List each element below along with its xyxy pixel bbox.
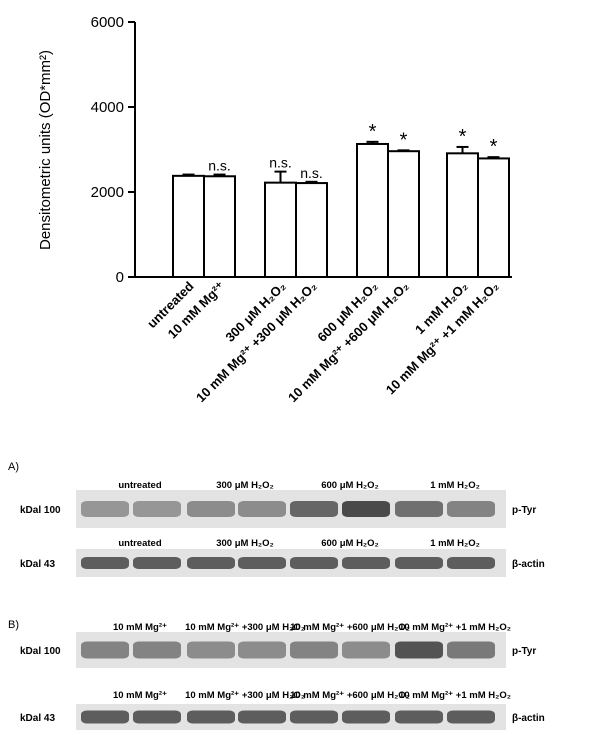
blot-band	[133, 710, 181, 724]
lane-header: 10 mM Mg²⁺ +300 μM H₂O₂	[185, 622, 305, 633]
blot-band	[187, 641, 235, 659]
significance-label: *	[400, 129, 408, 151]
blot-band	[81, 710, 129, 724]
blot-band	[81, 557, 129, 569]
kda-label: kDal 100	[20, 646, 61, 657]
lane-header: 10 mM Mg²⁺	[113, 622, 167, 633]
blot-band	[342, 557, 390, 569]
blot-band	[290, 641, 338, 659]
lane-header: untreated	[118, 538, 161, 549]
lane-header: 600 μM H₂O₂	[321, 480, 379, 491]
blot-band	[395, 557, 443, 569]
lane-header: 10 mM Mg²⁺ +1 mM H₂O₂	[399, 690, 511, 701]
blot-band	[238, 641, 286, 659]
bar-chart: Densitometric units (OD*mm²) 0 2000 4000 60…	[37, 14, 512, 405]
panel-label: B)	[8, 619, 19, 631]
blot-band	[447, 501, 495, 517]
blot-band	[395, 710, 443, 724]
blot-band	[342, 501, 390, 517]
blot-band	[133, 641, 181, 659]
y-tick-label: 6000	[91, 14, 124, 31]
lane-header: 10 mM Mg²⁺	[113, 690, 167, 701]
lane-header: 600 μM H₂O₂	[321, 538, 379, 549]
y-axis-label: Densitometric units (OD*mm²)	[37, 50, 54, 250]
blot-band	[290, 557, 338, 569]
blot-band	[133, 557, 181, 569]
significance-label: n.s.	[269, 155, 292, 171]
blot-band	[290, 710, 338, 724]
blot-band	[290, 501, 338, 517]
blot-band	[447, 557, 495, 569]
blot-band	[342, 641, 390, 659]
blot-band	[187, 501, 235, 517]
blot-band	[395, 501, 443, 517]
blot-band	[81, 501, 129, 517]
blot-name: β-actin	[512, 559, 545, 570]
significance-label: n.s.	[300, 165, 323, 181]
significance-label: *	[369, 121, 377, 143]
blot-band	[447, 641, 495, 659]
blot-name: p-Tyr	[512, 646, 536, 657]
blot-band	[395, 641, 443, 659]
bar	[172, 174, 205, 279]
blot-band	[238, 710, 286, 724]
lane-header: 10 mM Mg²⁺ +600 μM H₂O₂	[290, 622, 410, 633]
blot-band	[133, 501, 181, 517]
blot-name: p-Tyr	[512, 505, 536, 516]
bar	[446, 152, 479, 278]
blot-band	[238, 501, 286, 517]
blot-name: β-actin	[512, 713, 545, 724]
significance-label: n.s.	[208, 158, 231, 174]
blot-band	[187, 557, 235, 569]
lane-header: 1 mM H₂O₂	[430, 480, 480, 491]
blot-band	[81, 641, 129, 659]
blot-band	[238, 557, 286, 569]
blot-band	[447, 710, 495, 724]
bar	[477, 157, 510, 278]
bar	[295, 182, 328, 278]
lane-header: 10 mM Mg²⁺ +1 mM H₂O₂	[399, 622, 511, 633]
significance-label: *	[490, 136, 498, 158]
lane-header: 10 mM Mg²⁺ +600 μM H₂O₂	[290, 690, 410, 701]
significance-label: *	[459, 126, 467, 148]
blot-band	[342, 710, 390, 724]
kda-label: kDal 43	[20, 559, 55, 570]
y-tick-label: 2000	[91, 184, 124, 201]
kda-label: kDal 43	[20, 713, 55, 724]
blot-band	[187, 710, 235, 724]
bar	[203, 175, 236, 278]
lane-header: 300 μM H₂O₂	[216, 538, 274, 549]
bar	[356, 142, 389, 278]
bar	[387, 150, 420, 278]
bar	[264, 181, 297, 278]
lane-header: untreated	[118, 480, 161, 491]
y-tick-label: 0	[116, 269, 124, 286]
lane-header: 300 μM H₂O₂	[216, 480, 274, 491]
lane-header: 10 mM Mg²⁺ +300 μM H₂O₂	[185, 690, 305, 701]
kda-label: kDal 100	[20, 505, 61, 516]
lane-header: 1 mM H₂O₂	[430, 538, 480, 549]
panel-label: A)	[8, 461, 19, 473]
y-tick-label: 4000	[91, 99, 124, 116]
western-blots: A) kDal 100 p-Tyr untreated 300 μM H₂O₂ 600 μ…	[8, 461, 545, 730]
